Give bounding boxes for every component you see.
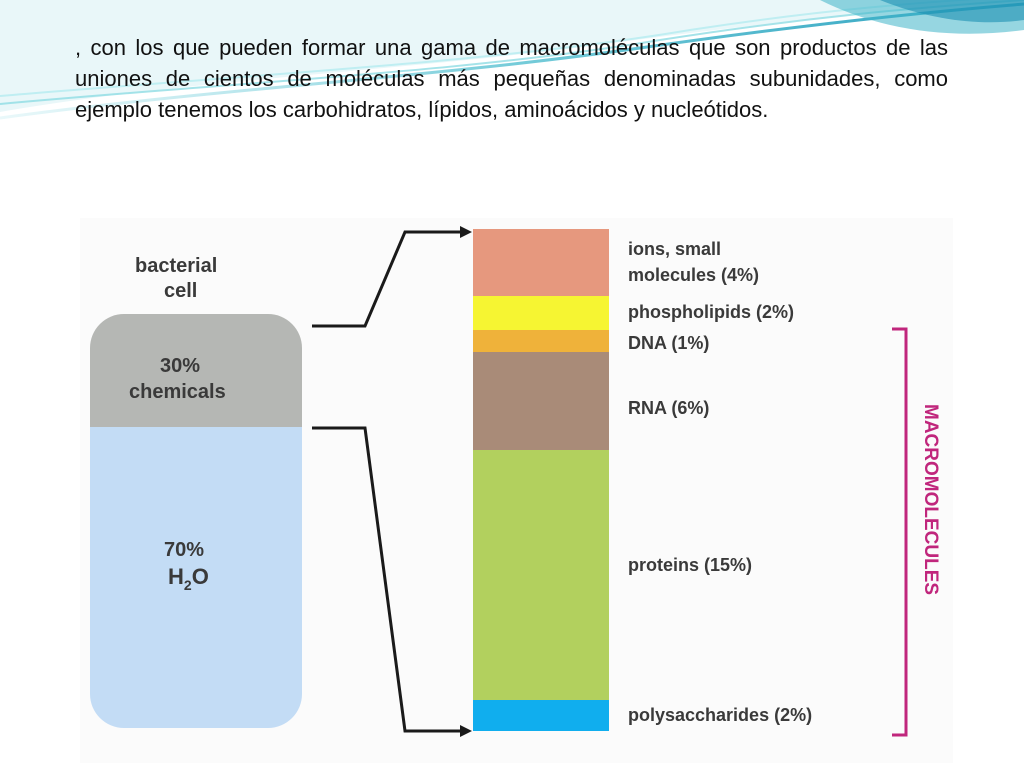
water-h: H: [168, 564, 184, 589]
component-labels: ions, small molecules (4%) phospholipids (…: [628, 239, 812, 725]
bar-segment-3: [473, 352, 609, 450]
bar-segment-5: [473, 700, 609, 731]
component-label-0-line2: molecules (4%): [628, 265, 759, 285]
expansion-line-bottom: [312, 426, 460, 733]
bar-segment-0: [473, 229, 609, 296]
macromolecules-bracket: [892, 327, 908, 737]
water-o: O: [192, 564, 209, 589]
arrowhead-top: [460, 226, 472, 238]
component-label-2: DNA (1%): [628, 333, 709, 353]
component-label-0: ions, small: [628, 239, 721, 259]
composition-bar: [473, 229, 609, 731]
bar-segment-2: [473, 330, 609, 352]
chemicals-segment: [90, 314, 302, 427]
component-label-1: phospholipids (2%): [628, 302, 794, 322]
component-label-4: proteins (15%): [628, 555, 752, 575]
bar-segment-1: [473, 296, 609, 330]
slide-paragraph: , con los que pueden formar una gama de …: [75, 35, 948, 122]
component-label-5: polysaccharides (2%): [628, 705, 812, 725]
water-percent: 70%: [164, 539, 204, 561]
decorative-wave: [0, 0, 1024, 120]
expansion-line-top: [312, 230, 460, 328]
composition-diagram: bacterial cell 30% chemicals 70% H2O ion…: [90, 226, 941, 737]
bacterial-cell-composition-figure: bacterial cell 30% chemicals 70% H2O ion…: [80, 218, 953, 763]
cell-label-line1: bacterial: [135, 255, 217, 277]
arrowhead-bottom: [460, 725, 472, 737]
chemicals-percent: 30%: [160, 355, 200, 377]
component-label-3: RNA (6%): [628, 398, 709, 418]
cell-body: [90, 314, 302, 728]
water-subscript: 2: [184, 577, 192, 593]
water-segment: [90, 427, 302, 728]
bar-segment-4: [473, 450, 609, 700]
macromolecules-label: MACROMOLECULES: [920, 404, 941, 595]
cell-label-line2: cell: [164, 280, 197, 302]
water-formula: H2O: [168, 564, 209, 593]
chemicals-label: chemicals: [129, 381, 226, 403]
